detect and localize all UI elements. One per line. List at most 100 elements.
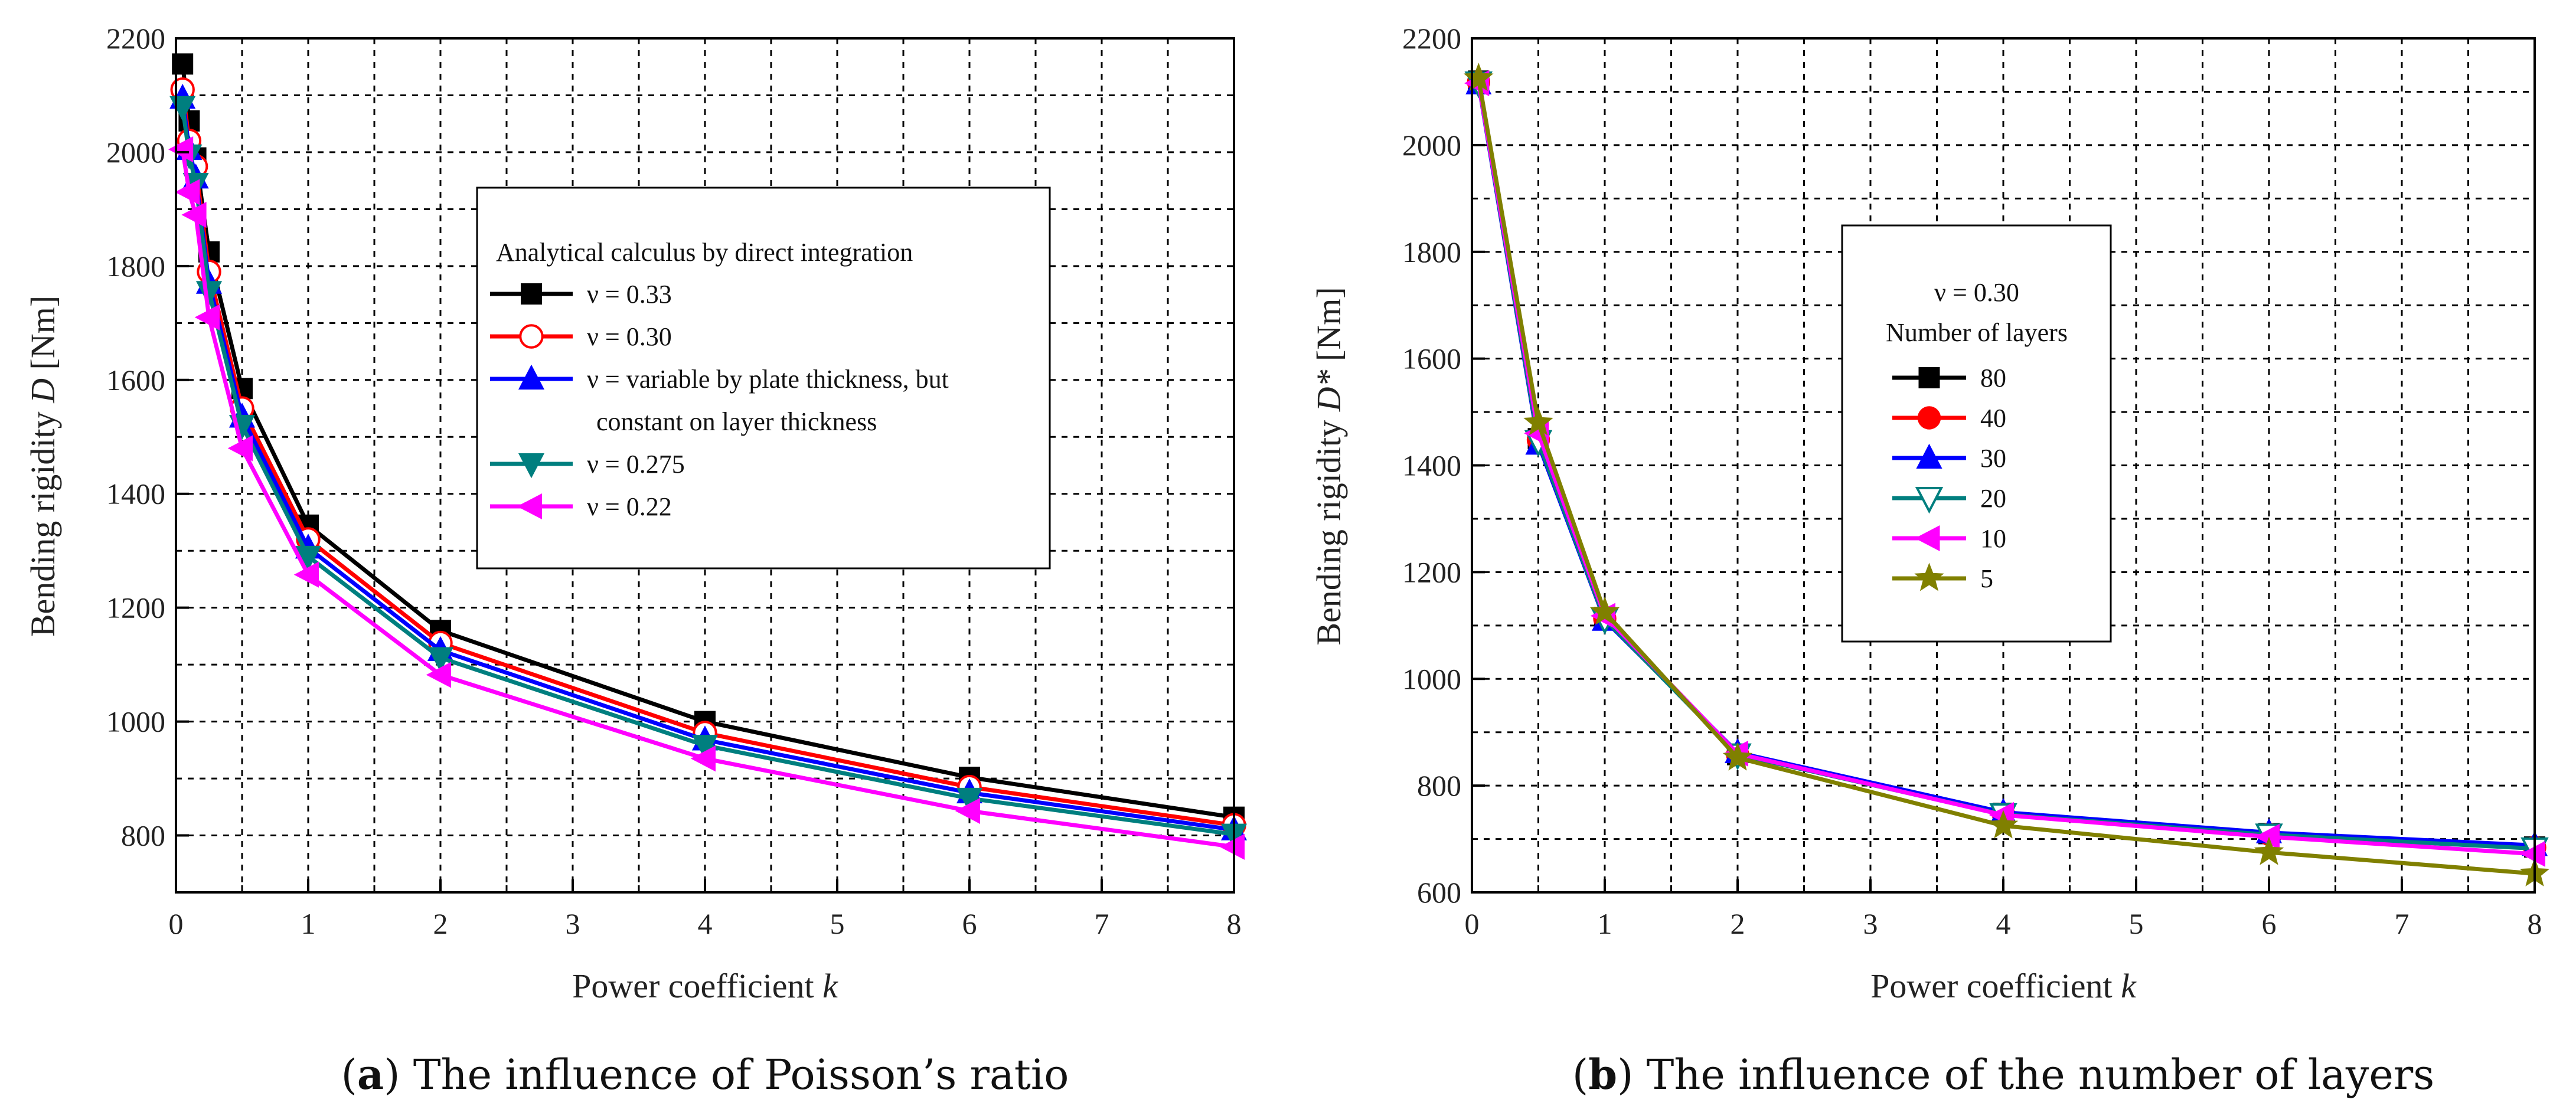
x-tick-label: 2 xyxy=(433,907,448,940)
y-tick-label: 1800 xyxy=(1402,235,1461,269)
legend-swatch-marker xyxy=(1914,562,1944,591)
x-tick-label: 0 xyxy=(169,907,184,940)
legend-swatch-marker xyxy=(518,364,545,390)
data-point xyxy=(175,179,200,205)
y-tick-label: 1200 xyxy=(1402,555,1461,588)
legend-swatch-marker xyxy=(1918,367,1940,388)
legend-label: 20 xyxy=(1980,484,2006,513)
data-point xyxy=(293,561,319,588)
y-tick-label: 800 xyxy=(121,819,165,852)
legend-label: 5 xyxy=(1980,564,1993,593)
legend-swatch-marker xyxy=(1916,443,1942,469)
series-line xyxy=(180,149,1235,849)
y-tick-label: 2200 xyxy=(1402,22,1461,55)
x-tick-label: 1 xyxy=(301,907,316,940)
x-tick-label: 5 xyxy=(2129,907,2144,940)
x-tick-label: 6 xyxy=(962,907,977,940)
legend-item-a-1: ν = 0.30 xyxy=(490,322,672,351)
legend-item-b-3: 20 xyxy=(1892,484,2006,514)
data-point xyxy=(1523,407,1553,436)
x-tick-label: 7 xyxy=(2395,907,2410,940)
x-tick-label: 4 xyxy=(1996,907,2011,940)
legend-title-b: Number of layers xyxy=(1886,318,2068,347)
y-tick-label: 2200 xyxy=(106,22,165,55)
legend-swatch-marker xyxy=(519,324,544,349)
series-a-3 xyxy=(169,96,1248,849)
data-point xyxy=(194,304,220,331)
ticks-a: 0 1 2 3 4 5 6 7 8 800 1000 1200 1400 1600 1800 2000 2200 xyxy=(106,22,1242,940)
data-point xyxy=(2520,840,2545,867)
legend-label: 40 xyxy=(1980,404,2006,433)
x-tick-label: 6 xyxy=(2262,907,2277,940)
legend-item-b-0: 80 xyxy=(1892,364,2006,392)
series-group-b xyxy=(1463,63,2550,886)
y-tick-label: 2000 xyxy=(106,136,165,169)
data-point xyxy=(427,647,454,672)
legend-label: ν = 0.275 xyxy=(587,450,685,479)
y-tick-label: 1000 xyxy=(106,705,165,738)
x-tick-label: 7 xyxy=(1095,907,1109,940)
x-tick-label: 3 xyxy=(1863,907,1878,940)
data-point xyxy=(195,281,223,306)
caption-a: (a) The influence of Poisson’s ratio xyxy=(341,1050,1069,1099)
y-tick-label: 1400 xyxy=(1402,449,1461,482)
data-point xyxy=(956,787,983,813)
data-point xyxy=(227,435,253,462)
legend-item-a-3: ν = 0.275 xyxy=(490,450,685,479)
legend-item-b-1: 40 xyxy=(1892,404,2006,433)
x-tick-label: 0 xyxy=(1465,907,1480,940)
data-point xyxy=(1463,63,1494,91)
legend-swatch-marker xyxy=(518,453,545,479)
data-point xyxy=(1219,833,1245,860)
legend-b: ν = 0.30 Number of layers 80 40 30 20 10 5 xyxy=(1841,224,2112,643)
legend-label: 80 xyxy=(1980,364,2006,392)
legend-label: ν = 0.22 xyxy=(587,492,672,521)
legend-swatch-marker xyxy=(1915,525,1940,552)
data-point xyxy=(181,201,207,228)
y-tick-label: 600 xyxy=(1417,876,1461,909)
series-line xyxy=(180,106,1235,837)
y-tick-label: 2000 xyxy=(1402,129,1461,162)
legend-swatch-marker xyxy=(521,283,542,305)
data-point xyxy=(2254,836,2284,865)
caption-b: (b) The influence of the number of layer… xyxy=(1572,1050,2434,1099)
x-tick-label: 3 xyxy=(566,907,580,940)
x-tick-label: 4 xyxy=(698,907,713,940)
legend-item-a-2: ν = variable by plate thickness, but cons… xyxy=(490,364,949,436)
data-point xyxy=(955,798,980,824)
data-point xyxy=(1988,810,2019,839)
x-axis-title-a: Power coefficient k xyxy=(572,967,838,1005)
x-axis-title-b: Power coefficient k xyxy=(1870,967,2137,1005)
legend-item-b-5: 5 xyxy=(1892,562,1993,593)
legend-title-a: Analytical calculus by direct integratio… xyxy=(496,238,913,267)
y-tick-label: 1600 xyxy=(106,364,165,397)
y-tick-label: 1400 xyxy=(106,477,165,511)
data-point xyxy=(1722,742,1753,771)
series-group-a xyxy=(168,53,1248,860)
legend-swatch-marker xyxy=(1915,487,1944,514)
legend-label: 30 xyxy=(1980,444,2006,473)
legend-swatch-marker xyxy=(1917,406,1941,430)
y-tick-label: 1800 xyxy=(106,250,165,283)
data-point xyxy=(1589,596,1620,625)
legend-label: 10 xyxy=(1980,524,2006,553)
legend-item-a-0: ν = 0.33 xyxy=(490,280,672,309)
chart-panel-a: 0 1 2 3 4 5 6 7 8 800 1000 1200 1400 1600 1800 2000 2200… xyxy=(24,22,1248,1099)
data-point xyxy=(168,136,194,163)
legend-label-line2: constant on layer thickness xyxy=(596,407,877,436)
x-tick-label: 2 xyxy=(1731,907,1745,940)
legend-swatch-marker xyxy=(517,493,542,520)
y-tick-label: 800 xyxy=(1417,769,1461,802)
legend-a: Analytical calculus by direct integratio… xyxy=(476,186,1051,570)
legend-label: ν = 0.33 xyxy=(587,280,672,309)
legend-label: ν = variable by plate thickness, but xyxy=(587,365,949,394)
data-point xyxy=(295,545,322,571)
y-axis-title-b: Bending rigidity D* [Nm] xyxy=(1310,287,1348,645)
series-a-4 xyxy=(168,136,1245,860)
legend-label: ν = 0.30 xyxy=(587,322,672,351)
y-tick-label: 1200 xyxy=(106,591,165,624)
x-tick-label: 1 xyxy=(1598,907,1612,940)
data-point xyxy=(426,662,451,688)
chart-panel-b: 0 1 2 3 4 5 6 7 8 600 800 1000 1200 1400 1600 1800 2000 2… xyxy=(1310,22,2550,1099)
legend-nu-b: ν = 0.30 xyxy=(1934,278,2019,307)
